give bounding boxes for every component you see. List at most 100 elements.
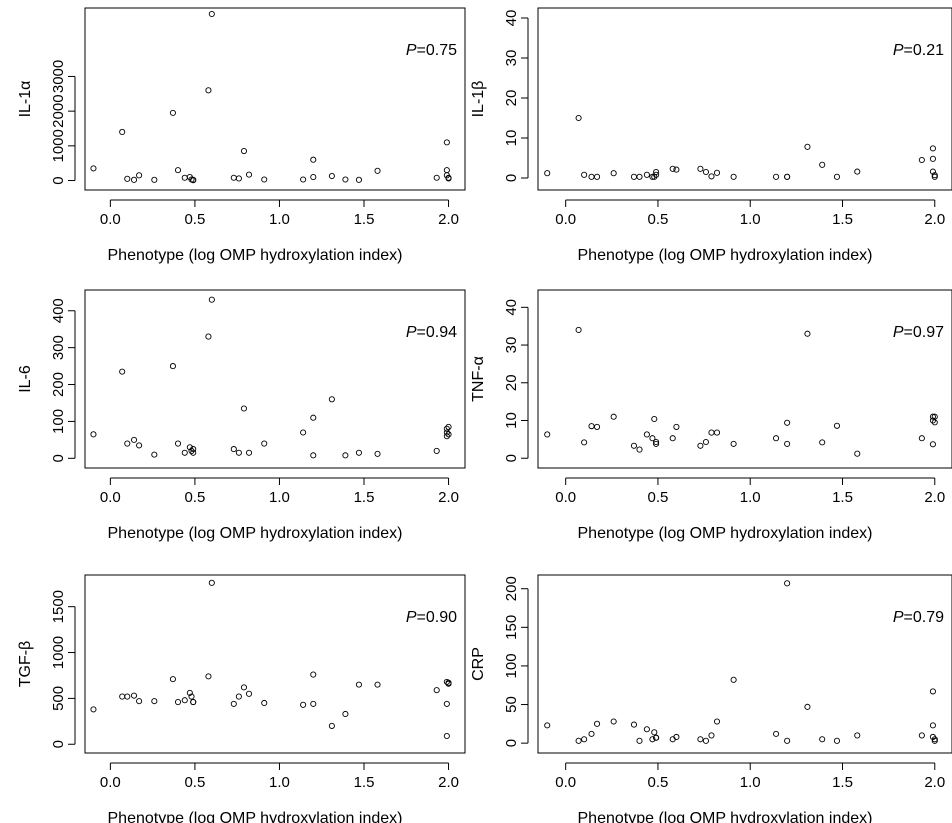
data-point bbox=[119, 368, 126, 375]
x-axis-label: Phenotype (log OMP hydroxylation index) bbox=[108, 247, 403, 264]
data-point bbox=[929, 417, 936, 424]
panel-5: 0.0 0.5 1.0 1.5 2.0 0 500 1000 1500 Phenotype (lo… bbox=[17, 574, 466, 823]
data-point bbox=[643, 726, 650, 733]
data-point bbox=[544, 722, 551, 729]
data-point bbox=[819, 439, 826, 446]
data-point bbox=[445, 431, 452, 438]
x-tick-label: 1.0 bbox=[740, 489, 761, 506]
data-point bbox=[819, 736, 826, 743]
data-point bbox=[643, 431, 650, 438]
data-point bbox=[697, 736, 704, 743]
data-point bbox=[713, 429, 721, 436]
y-tick-label: 200 bbox=[503, 576, 520, 601]
y-tick-label: 0 bbox=[50, 454, 67, 462]
x-tick-label: 2.0 bbox=[924, 774, 945, 791]
data-point bbox=[833, 422, 841, 429]
data-point bbox=[261, 176, 268, 183]
y-tick-label: 10 bbox=[503, 412, 520, 429]
data-point bbox=[342, 710, 349, 718]
data-point bbox=[594, 423, 601, 430]
y-tick-label: 1500 bbox=[50, 590, 67, 623]
data-point bbox=[804, 703, 811, 710]
x-tick-label: 1.5 bbox=[832, 211, 853, 228]
data-point bbox=[636, 446, 643, 453]
data-point bbox=[929, 155, 936, 162]
data-point bbox=[653, 440, 660, 447]
data-point bbox=[355, 449, 362, 456]
data-point bbox=[310, 156, 317, 163]
data-point bbox=[190, 449, 197, 456]
data-point bbox=[588, 423, 595, 430]
y-tick-label: 20 bbox=[503, 90, 520, 107]
data-point bbox=[929, 441, 936, 448]
data-point bbox=[443, 429, 450, 436]
data-point bbox=[931, 413, 938, 420]
data-point bbox=[174, 699, 182, 706]
y-tick-label: 100 bbox=[503, 653, 520, 678]
y-tick-label: 500 bbox=[50, 686, 67, 711]
data-point bbox=[190, 446, 197, 453]
data-point bbox=[610, 170, 617, 177]
data-point bbox=[929, 722, 936, 729]
x-tick-label: 0.0 bbox=[555, 489, 576, 506]
y-tick-label: 50 bbox=[503, 696, 520, 713]
data-point bbox=[784, 580, 791, 587]
data-point bbox=[581, 439, 588, 446]
data-point bbox=[181, 174, 188, 181]
plot-frame bbox=[537, 7, 952, 191]
data-point bbox=[261, 440, 268, 447]
y-tick-label: 2000 bbox=[50, 94, 67, 127]
plot-frame bbox=[537, 574, 952, 754]
data-point bbox=[443, 732, 450, 740]
y-tick-label: 1000 bbox=[50, 636, 67, 669]
data-point bbox=[151, 176, 158, 183]
data-point bbox=[918, 732, 925, 739]
panel-3: 0.0 0.5 1.0 1.5 2.0 0 100 200 300 400 Phenotype (l… bbox=[17, 289, 466, 542]
data-point bbox=[310, 174, 317, 181]
y-tick-label: 10 bbox=[503, 130, 520, 147]
y-axis-label: IL-1α bbox=[17, 81, 34, 118]
x-tick-label: 1.0 bbox=[269, 211, 290, 228]
y-tick-label: 1000 bbox=[50, 129, 67, 162]
data-point bbox=[697, 442, 704, 449]
data-point bbox=[854, 732, 861, 739]
data-point bbox=[136, 172, 143, 179]
data-point bbox=[124, 175, 131, 182]
data-point bbox=[610, 718, 617, 725]
x-tick-label: 0.5 bbox=[648, 211, 669, 228]
x-tick-label: 0.0 bbox=[100, 211, 121, 228]
data-point bbox=[653, 171, 660, 178]
data-point bbox=[374, 450, 381, 457]
data-point bbox=[190, 176, 197, 183]
data-point bbox=[708, 429, 715, 436]
panel-4: 0.0 0.5 1.0 1.5 2.0 0 10 20 30 40 Phenotype (log O… bbox=[470, 289, 952, 542]
data-point bbox=[328, 172, 335, 180]
x-axis-label: Phenotype (log OMP hydroxylation index) bbox=[578, 525, 873, 542]
data-point bbox=[433, 447, 440, 454]
data-point bbox=[784, 737, 791, 744]
data-point bbox=[433, 687, 440, 694]
data-point bbox=[342, 176, 349, 183]
data-point bbox=[929, 145, 936, 152]
data-point bbox=[544, 170, 551, 177]
y-axis-label: IL-6 bbox=[17, 365, 34, 393]
data-point bbox=[119, 693, 126, 700]
x-axis-label: Phenotype (log OMP hydroxylation index) bbox=[108, 810, 403, 823]
data-point bbox=[130, 176, 138, 183]
data-point bbox=[205, 87, 212, 94]
data-point bbox=[188, 693, 195, 700]
data-point bbox=[174, 167, 182, 174]
data-point bbox=[931, 172, 938, 179]
data-point bbox=[653, 438, 660, 446]
data-point bbox=[186, 689, 193, 696]
data-point bbox=[929, 688, 936, 695]
data-point bbox=[342, 452, 349, 459]
data-point bbox=[169, 363, 176, 370]
data-point bbox=[374, 681, 381, 688]
data-point bbox=[653, 168, 660, 176]
data-point bbox=[245, 449, 253, 456]
data-point bbox=[124, 440, 131, 447]
y-tick-label: 150 bbox=[503, 615, 520, 640]
data-point bbox=[433, 174, 440, 181]
